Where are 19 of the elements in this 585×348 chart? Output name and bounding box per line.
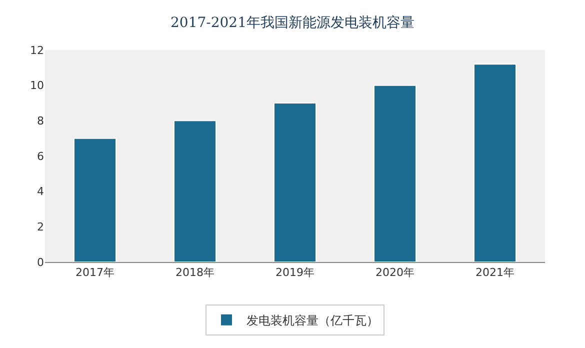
x-tick-label: 2018年 (176, 266, 214, 280)
y-tick-label: 0 (37, 256, 44, 269)
y-tick-label: 6 (37, 150, 44, 163)
legend-label: 发电装机容量（亿千瓦） (246, 314, 378, 328)
y-tick-label: 4 (37, 185, 44, 198)
x-tick-label: 2019年 (276, 266, 314, 280)
bar (474, 64, 516, 262)
x-tick-label: 2020年 (376, 266, 414, 280)
x-tick-label: 2017年 (76, 266, 114, 280)
y-tick-label: 2 (37, 220, 44, 234)
y-tick-label: 10 (30, 79, 44, 92)
bar (274, 102, 316, 262)
chart-title: 2017-2021年我国新能源发电装机容量 (170, 15, 414, 32)
bar (374, 84, 416, 262)
y-tick-label: 8 (37, 114, 44, 128)
y-tick-label: 12 (30, 44, 44, 57)
bar (74, 138, 116, 262)
x-tick-label: 2021年 (476, 266, 514, 280)
bar (174, 120, 216, 262)
